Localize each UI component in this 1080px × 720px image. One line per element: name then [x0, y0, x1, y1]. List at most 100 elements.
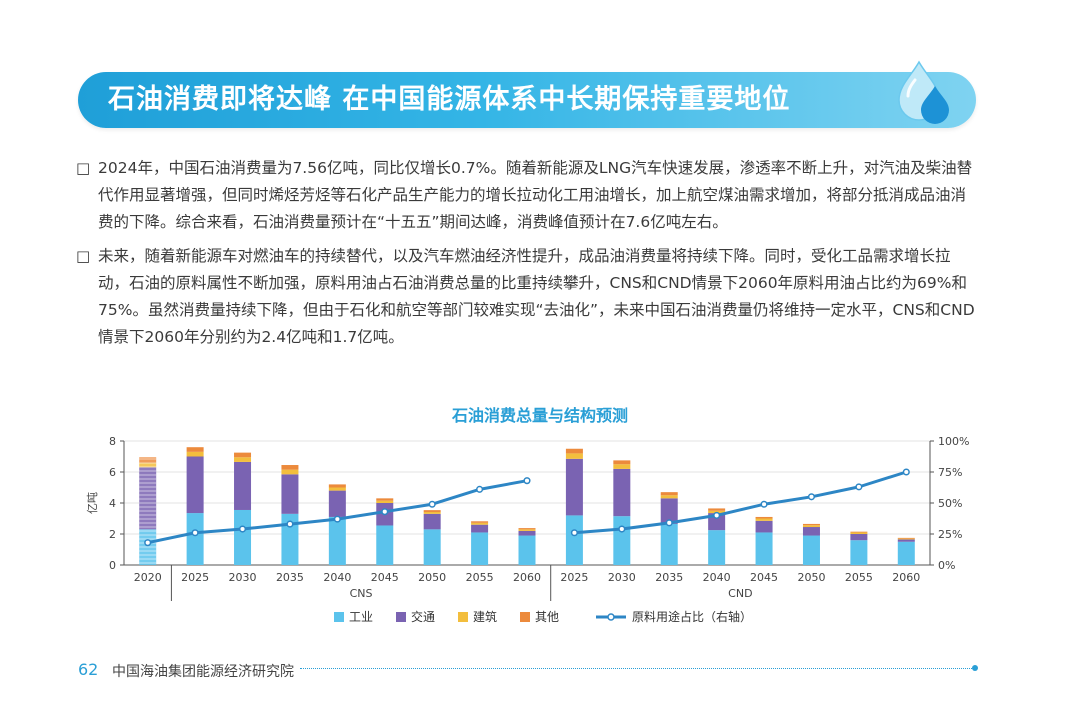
group-label: CNS [350, 587, 373, 600]
legend-label: 其他 [535, 610, 559, 624]
bar-other [471, 521, 489, 523]
bar-industry [328, 516, 346, 565]
paragraph-2: □ 未来，随着新能源车对燃油车的持续替代，以及汽车燃油经济性提升，成品油消费量将… [76, 243, 980, 351]
footer-dot [972, 665, 978, 671]
bar-industry [423, 529, 441, 565]
line-point [523, 477, 531, 485]
y-tick-label: 6 [109, 466, 116, 479]
legend-label: 工业 [349, 610, 373, 624]
line-point [665, 519, 673, 527]
bar-industry [755, 532, 773, 565]
bullet-square-icon: □ [76, 247, 91, 265]
y-tick-label: 4 [109, 497, 116, 510]
x-tick-label: 2050 [418, 571, 446, 584]
bar-construction [423, 511, 441, 514]
bar-transport [471, 524, 489, 533]
bar-other [376, 498, 394, 501]
x-tick-label: 2035 [655, 571, 683, 584]
bar-industry [518, 535, 536, 565]
line-feedstock-share [574, 470, 907, 535]
bar-construction [897, 538, 915, 540]
legend-swatch-construction [458, 612, 468, 622]
line-point [286, 520, 294, 528]
bar-hatch-industry [139, 529, 157, 565]
bar-other [186, 447, 204, 452]
bar-other [423, 510, 441, 512]
bar-construction [755, 518, 773, 521]
bar-hatch-other [139, 457, 157, 463]
bar-construction [613, 464, 631, 469]
x-tick-label: 2035 [276, 571, 304, 584]
bar-transport [518, 530, 536, 536]
bar-construction [660, 495, 678, 499]
bar-industry [471, 532, 489, 565]
bar-other [850, 531, 868, 533]
legend-label: 原料用途占比（右轴） [632, 609, 752, 624]
bar-other [281, 465, 299, 470]
bar-hatch-construction [139, 462, 157, 468]
title-banner: 石油消费即将达峰 在中国能源体系中长期保持重要地位 [78, 72, 976, 128]
legend-swatch-transport [396, 612, 406, 622]
x-tick-label: 2025 [181, 571, 209, 584]
bar-transport [802, 527, 820, 536]
bar-other [802, 523, 820, 526]
bar-construction [850, 532, 868, 534]
bar-industry [897, 541, 915, 565]
bar-other [755, 516, 773, 519]
bar-transport [186, 456, 204, 514]
line-point [476, 485, 484, 493]
bar-construction [186, 451, 204, 457]
line-point [428, 500, 436, 508]
bar-industry [565, 515, 583, 565]
bar-transport [423, 513, 441, 530]
y-tick-label: 8 [109, 435, 116, 448]
footer-organization: 中国海油集团能源经济研究院 [112, 664, 294, 680]
line-point [618, 525, 626, 533]
bar-other [708, 508, 726, 511]
x-tick-label: 2055 [845, 571, 873, 584]
line-point [570, 529, 578, 537]
x-tick-label: 2045 [371, 571, 399, 584]
bar-transport [755, 520, 773, 533]
bar-construction [565, 453, 583, 459]
paragraph-2-text: 未来，随着新能源车对燃油车的持续替代，以及汽车燃油经济性提升，成品油消费量将持续… [98, 247, 975, 346]
bar-transport [613, 468, 631, 517]
legend-swatch-other [520, 612, 530, 622]
bar-other [518, 528, 536, 530]
bar-industry [376, 525, 394, 565]
line-point [238, 525, 247, 533]
page-number: 62 [78, 660, 99, 679]
bar-transport [660, 498, 678, 524]
x-tick-label: 2030 [229, 571, 257, 584]
bullet-square-icon: □ [76, 159, 91, 177]
legend-label: 交通 [411, 609, 435, 624]
y2-tick-label: 75% [938, 466, 962, 479]
bar-transport [565, 458, 583, 516]
paragraph-1: □ 2024年，中国石油消费量为7.56亿吨，同比仅增长0.7%。随着新能源及L… [76, 155, 980, 236]
x-tick-label: 2040 [703, 571, 731, 584]
chart-title: 石油消费总量与结构预测 [451, 406, 628, 425]
y-axis-label: 亿吨 [86, 492, 99, 514]
legend-swatch-industry [334, 612, 344, 622]
bar-construction [802, 525, 820, 528]
bar-transport [234, 461, 252, 510]
line-point [713, 511, 721, 519]
bar-other [565, 448, 583, 454]
x-tick-label: 2040 [323, 571, 351, 584]
x-tick-label: 2025 [560, 571, 588, 584]
oil-consumption-chart: 0 2 4 6 8 0% 25% 50% 75% 100% 亿吨 2020 2025 2030 2035 20… [86, 435, 969, 624]
bar-hatch-transport [139, 467, 157, 530]
bar-construction [281, 469, 299, 475]
bar-other [328, 484, 346, 488]
line-point [333, 515, 341, 523]
line-point [191, 529, 199, 537]
line-point [902, 468, 910, 476]
x-tick-label: 2060 [513, 571, 541, 584]
legend-marker [607, 613, 615, 621]
paragraph-1-text: 2024年，中国石油消费量为7.56亿吨，同比仅增长0.7%。随着新能源及LNG… [98, 159, 973, 231]
line-point [144, 539, 152, 547]
page-title: 石油消费即将达峰 在中国能源体系中长期保持重要地位 [108, 84, 791, 115]
bar-construction [328, 487, 346, 491]
x-tick-label: 2050 [797, 571, 825, 584]
line-point [807, 493, 816, 501]
